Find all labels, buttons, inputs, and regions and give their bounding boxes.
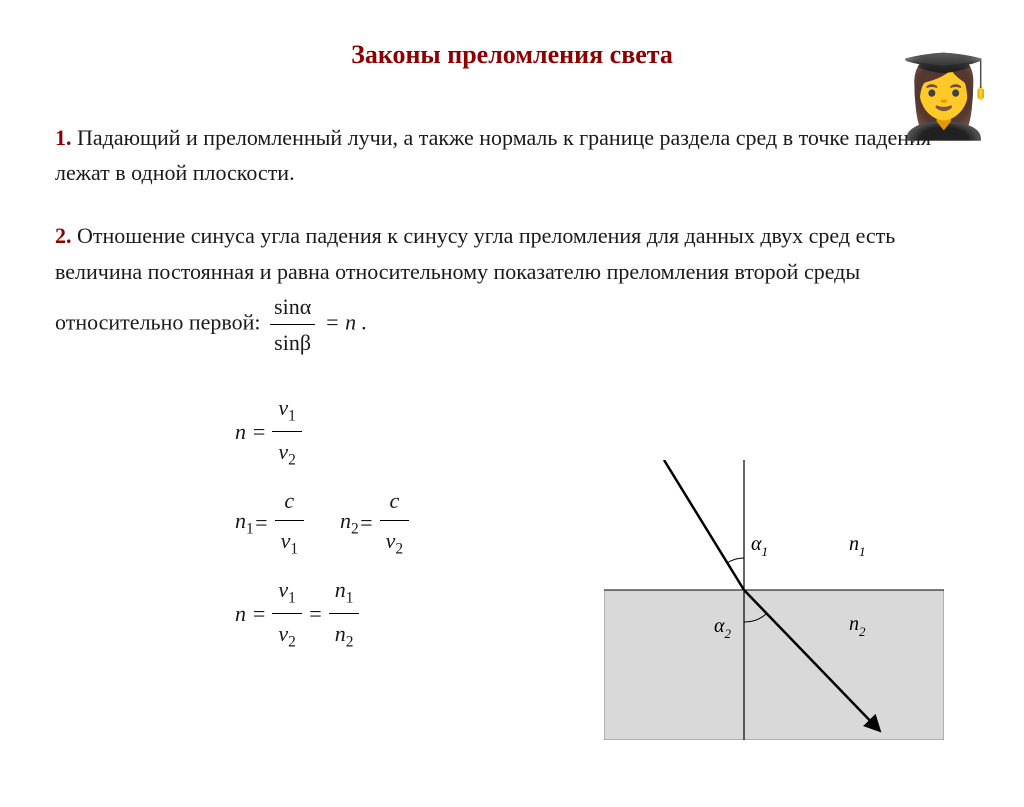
eq3-f1den: v — [278, 621, 288, 646]
eq1-den: v — [278, 439, 288, 464]
eq2a-den-sub: 1 — [290, 541, 298, 558]
eq3-f2den: n — [335, 621, 346, 646]
refraction-diagram: α1α2n1n2 — [604, 460, 944, 740]
eq2b-num: c — [380, 483, 409, 521]
eq2b-eq: = — [359, 505, 374, 540]
eq3-f1num-sub: 1 — [288, 590, 296, 607]
law-2-number: 2. — [55, 223, 72, 248]
law-2-frac-den: sinβ — [270, 325, 315, 360]
eq3-f2den-sub: 2 — [346, 634, 354, 651]
eq1-den-sub: 2 — [288, 452, 296, 469]
law-2-rhs: = n . — [319, 309, 367, 334]
law-2-frac-num: sinα — [270, 289, 315, 325]
eq2a-lhs: n1 — [235, 503, 254, 542]
law-1: 1. Падающий и преломленный лучи, а также… — [55, 120, 969, 190]
eq2a-num: c — [275, 483, 304, 521]
eq2b-den: v — [386, 528, 396, 553]
law-1-number: 1. — [55, 125, 72, 150]
eq3-f2num: n — [335, 577, 346, 602]
eq1-num: v — [278, 395, 288, 420]
eq3-f1den-sub: 2 — [288, 634, 296, 651]
eq2b-den-sub: 2 — [395, 541, 403, 558]
law-2-text: Отношение синуса угла падения к синусу у… — [55, 223, 895, 334]
law-2: 2. Отношение синуса угла падения к синус… — [55, 218, 969, 360]
page-title: Законы преломления света — [0, 40, 1024, 70]
eq1-lhs: n = — [235, 414, 266, 449]
eq3-f2num-sub: 1 — [346, 590, 354, 607]
avatar: 👩‍🎓 — [894, 50, 994, 144]
eq1-num-sub: 1 — [288, 408, 296, 425]
eq2b-lhs: n2 — [340, 503, 359, 542]
eq2a-eq: = — [254, 505, 269, 540]
eq2a-den: v — [281, 528, 291, 553]
eq3-f1num: v — [278, 577, 288, 602]
eq3-lhs: n = — [235, 596, 266, 631]
svg-text:α1: α1 — [751, 533, 768, 559]
eq3-mid: = — [308, 596, 323, 631]
law-2-fraction: sinα sinβ — [270, 289, 315, 360]
law-1-text: Падающий и преломленный лучи, а также но… — [55, 125, 931, 185]
svg-text:n1: n1 — [849, 533, 866, 559]
